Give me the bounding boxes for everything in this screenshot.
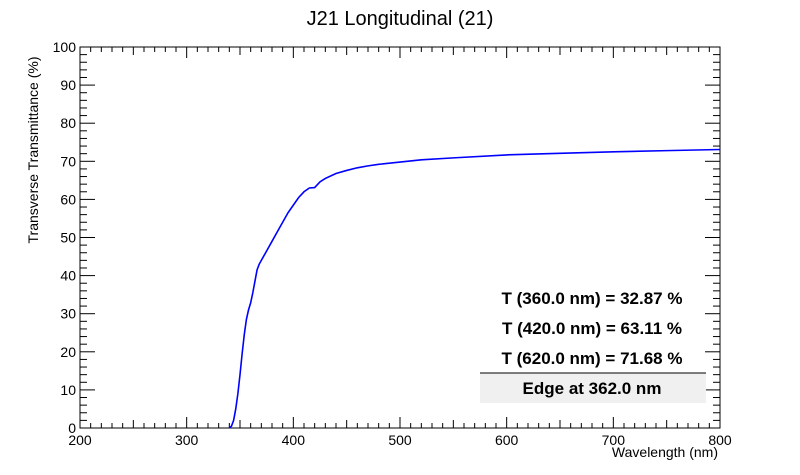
y-tick-label: 50 (60, 230, 76, 246)
y-tick-label: 70 (60, 153, 76, 169)
edge-label: Edge at 362.0 nm (523, 379, 662, 398)
y-tick-label: 80 (60, 115, 76, 131)
y-tick-label: 40 (60, 268, 76, 284)
info-line-420: T (420.0 nm) = 63.11 % (502, 319, 682, 338)
x-tick-label: 500 (388, 432, 412, 448)
axis-ticks (79, 46, 721, 429)
transmittance-series-line (228, 148, 721, 429)
axes (79, 46, 721, 429)
y-tick-label: 20 (60, 344, 76, 360)
x-tick-label: 800 (708, 432, 732, 448)
x-tick-label: 400 (282, 432, 306, 448)
info-line-620: T (620.0 nm) = 71.68 % (502, 349, 683, 368)
y-tick-label: 0 (68, 420, 76, 436)
y-tick-label: 90 (60, 77, 76, 93)
x-tick-label: 300 (175, 432, 199, 448)
chart-title: J21 Longitudinal (21) (307, 8, 494, 30)
y-tick-labels: 0 10 20 30 40 50 60 70 80 90 100 (53, 39, 77, 436)
info-box: T (360.0 nm) = 32.87 % T (420.0 nm) = 63… (480, 289, 706, 403)
info-box-background (480, 373, 706, 403)
y-tick-label: 30 (60, 306, 76, 322)
y-axis-label: Transverse Transmittance (%) (25, 57, 41, 244)
x-tick-label: 200 (68, 432, 92, 448)
y-tick-label: 100 (53, 39, 77, 55)
x-axis-label: Wavelength (nm) (612, 444, 718, 460)
y-tick-label: 10 (60, 382, 76, 398)
x-tick-labels: 200 300 400 500 600 700 800 (68, 432, 732, 448)
x-tick-label: 700 (602, 432, 626, 448)
plot-frame (79, 46, 721, 429)
y-tick-label: 60 (60, 191, 76, 207)
info-line-360: T (360.0 nm) = 32.87 % (502, 289, 683, 308)
x-tick-label: 600 (495, 432, 519, 448)
